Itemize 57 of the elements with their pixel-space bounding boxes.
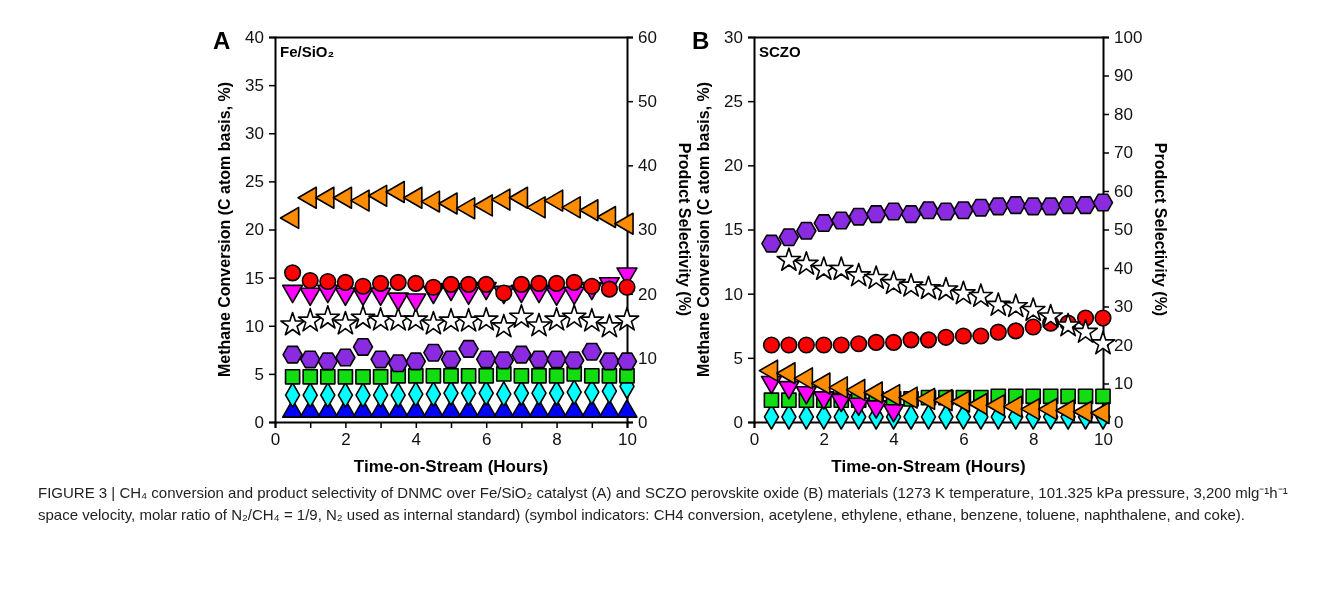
y2-tick-label: 0 <box>638 412 648 432</box>
y-tick-label: 25 <box>724 92 743 112</box>
chart-subtitle: Fe/SiO₂ <box>280 43 335 60</box>
x-tick-label: 8 <box>1028 430 1039 450</box>
y-tick-label: 10 <box>245 316 264 336</box>
y2-tick-label: 50 <box>638 92 657 112</box>
y2-tick-label: 10 <box>1114 374 1133 394</box>
y2-tick-label: 40 <box>1114 258 1133 278</box>
x-tick-label: 6 <box>481 430 492 450</box>
y2-tick-label: 100 <box>1114 27 1143 47</box>
x-tick-label: 2 <box>819 430 830 450</box>
y2-tick-label: 10 <box>638 348 657 368</box>
x-tick-label: 0 <box>749 430 760 450</box>
y-tick-label: 30 <box>724 27 743 47</box>
y-tick-label: 35 <box>245 76 264 96</box>
x-tick-label: 10 <box>1094 430 1113 450</box>
chart-subtitle: SCZO <box>759 43 801 60</box>
y2-axis-title: Product Selectivity (%) <box>1152 142 1169 317</box>
y2-tick-label: 20 <box>638 284 657 304</box>
y-tick-label: 30 <box>245 124 264 144</box>
x-tick-label: 10 <box>618 430 637 450</box>
y-tick-label: 40 <box>245 27 264 47</box>
y-tick-label: 0 <box>254 412 264 432</box>
x-axis-title: Time-on-Stream (Hours) <box>353 457 549 476</box>
caption: FIGURE 3 | CH₄ conversion and product selectivity of DNMC over Fe/SiO₂ catalyst (A) and SCZO perovskite oxide (B) materials (1273 K temperature, 101.325 kPa pressure, 3,200 mlg⁻¹h⁻¹ space velocity, molar ratio of N₂/CH₄ = 1/9, N₂ used as internal standard) (symbol indicators: CH4 conversion, acetylene, ethylene, ethane, benzene, toluene, naphthalene, and coke). <box>38 483 1289 525</box>
y2-tick-label: 60 <box>1114 181 1133 201</box>
y2-tick-label: 0 <box>1114 412 1124 432</box>
y-tick-label: 15 <box>724 220 743 240</box>
y-tick-label: 15 <box>245 268 264 288</box>
x-axis-title: Time-on-Stream (Hours) <box>831 457 1026 476</box>
y-tick-label: 25 <box>245 172 264 192</box>
x-tick-label: 4 <box>411 430 422 450</box>
y-tick-label: 5 <box>254 364 264 384</box>
y-tick-label: 5 <box>733 348 743 368</box>
y-tick-label: 20 <box>724 156 743 176</box>
x-tick-label: 8 <box>552 430 562 450</box>
y2-tick-label: 20 <box>1114 335 1133 355</box>
y-axis-title: Methane Conversion (C atom basis, %) <box>216 81 233 378</box>
x-tick-label: 0 <box>270 430 281 450</box>
y2-tick-label: 40 <box>638 156 657 176</box>
y2-tick-label: 90 <box>1114 66 1133 86</box>
y2-axis-title: Product Selectivity (%) <box>676 142 693 317</box>
y2-tick-label: 70 <box>1114 143 1133 163</box>
y-tick-label: 0 <box>733 412 743 432</box>
x-tick-label: 6 <box>959 430 969 450</box>
chart-title: B <box>692 27 710 54</box>
y2-tick-label: 50 <box>1114 220 1133 240</box>
x-tick-label: 4 <box>889 430 899 450</box>
y-tick-label: 10 <box>724 284 743 304</box>
chart-title: A <box>213 27 231 54</box>
y-tick-label: 20 <box>245 220 264 240</box>
x-tick-label: 2 <box>341 430 351 450</box>
y2-tick-label: 30 <box>638 220 657 240</box>
y2-tick-label: 80 <box>1114 104 1133 124</box>
y2-tick-label: 30 <box>1114 297 1133 317</box>
y2-tick-label: 60 <box>638 27 657 47</box>
y-axis-title: Methane Conversion (C atom basis, %) <box>695 81 712 378</box>
